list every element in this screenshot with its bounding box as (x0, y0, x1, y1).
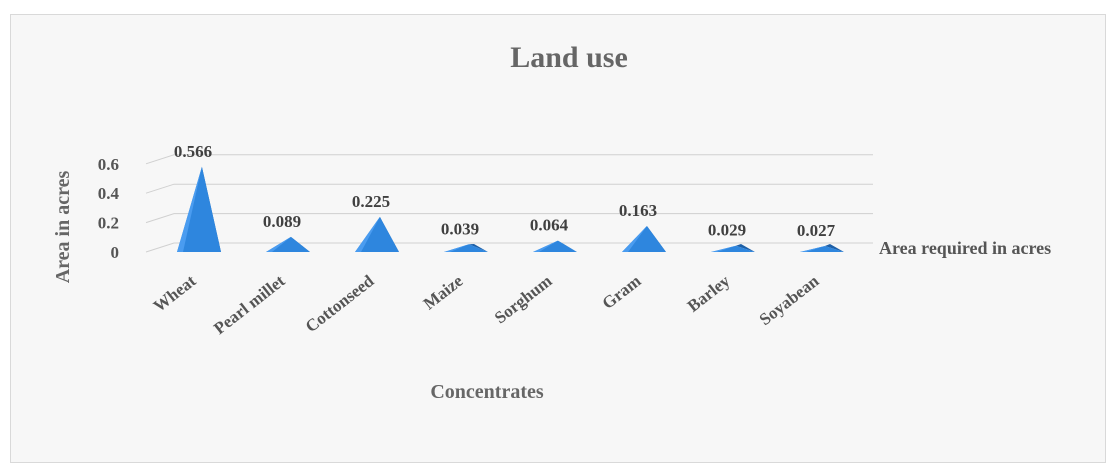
pyramid-highlight (711, 245, 736, 252)
x-category-label: Cottonseed (302, 271, 378, 336)
pyramid-highlight (444, 244, 469, 252)
pyramid-front-face (444, 244, 488, 252)
pyramid-front-face (533, 240, 577, 252)
pyramid-bar (177, 166, 221, 252)
data-label: 0.029 (708, 221, 746, 240)
x-category-label: Maize (420, 271, 467, 314)
pyramid-bar (444, 244, 488, 252)
pyramid-bar (622, 226, 666, 252)
data-label: 0.089 (263, 212, 301, 231)
pyramid-highlight (533, 240, 558, 252)
gridline (145, 242, 873, 253)
y-axis-title: Area in acres (52, 171, 74, 284)
y-tick-label: 0.2 (98, 214, 119, 233)
data-label: 0.566 (174, 142, 212, 161)
y-tick-label: 0.4 (98, 184, 120, 203)
pyramid-bar (711, 244, 755, 252)
x-category-label: Gram (599, 271, 645, 313)
gridline (145, 183, 873, 194)
x-axis-title: Concentrates (430, 381, 544, 403)
pyramid-highlight (177, 166, 202, 252)
pyramid-highlight (266, 236, 291, 252)
pyramid-side-face (468, 244, 488, 252)
x-category-label: Pearl millet (210, 271, 289, 338)
data-label: 0.027 (797, 221, 836, 240)
pyramid-side-face (824, 244, 844, 252)
pyramid-front-face (355, 216, 399, 252)
pyramid-bar (800, 244, 844, 252)
pyramid-highlight (800, 246, 825, 252)
legend-entry: Area required in acres (879, 238, 1051, 258)
pyramid-highlight (355, 216, 380, 252)
pyramid-front-face (711, 245, 755, 252)
y-tick-label: 0.6 (98, 155, 119, 174)
chart-title: Land use (510, 41, 628, 74)
chart-frame: Land use Area in acres Concentrates Area… (10, 14, 1106, 463)
data-label: 0.163 (619, 201, 657, 220)
data-label: 0.225 (352, 192, 390, 211)
x-category-label: Barley (684, 271, 734, 316)
x-category-label: Soyabean (756, 271, 823, 329)
x-category-label: Sorghum (491, 271, 556, 327)
pyramid-bar (266, 236, 310, 252)
pyramid-bar-chart: Land use Area in acres Concentrates Area… (52, 41, 1051, 403)
pyramid-front-face (177, 166, 221, 252)
x-category-label: Wheat (150, 271, 200, 316)
pyramid-highlight (622, 226, 647, 252)
pyramid-side-face (735, 244, 755, 252)
gridline (145, 154, 873, 165)
pyramid-bar (355, 216, 399, 252)
pyramid-bar (533, 240, 577, 252)
pyramid-front-face (800, 246, 844, 252)
y-tick-label: 0 (111, 243, 120, 262)
gridline (145, 213, 873, 224)
data-label: 0.064 (530, 216, 569, 235)
data-label: 0.039 (441, 219, 479, 238)
pyramid-front-face (622, 226, 666, 252)
pyramid-front-face (266, 236, 310, 252)
